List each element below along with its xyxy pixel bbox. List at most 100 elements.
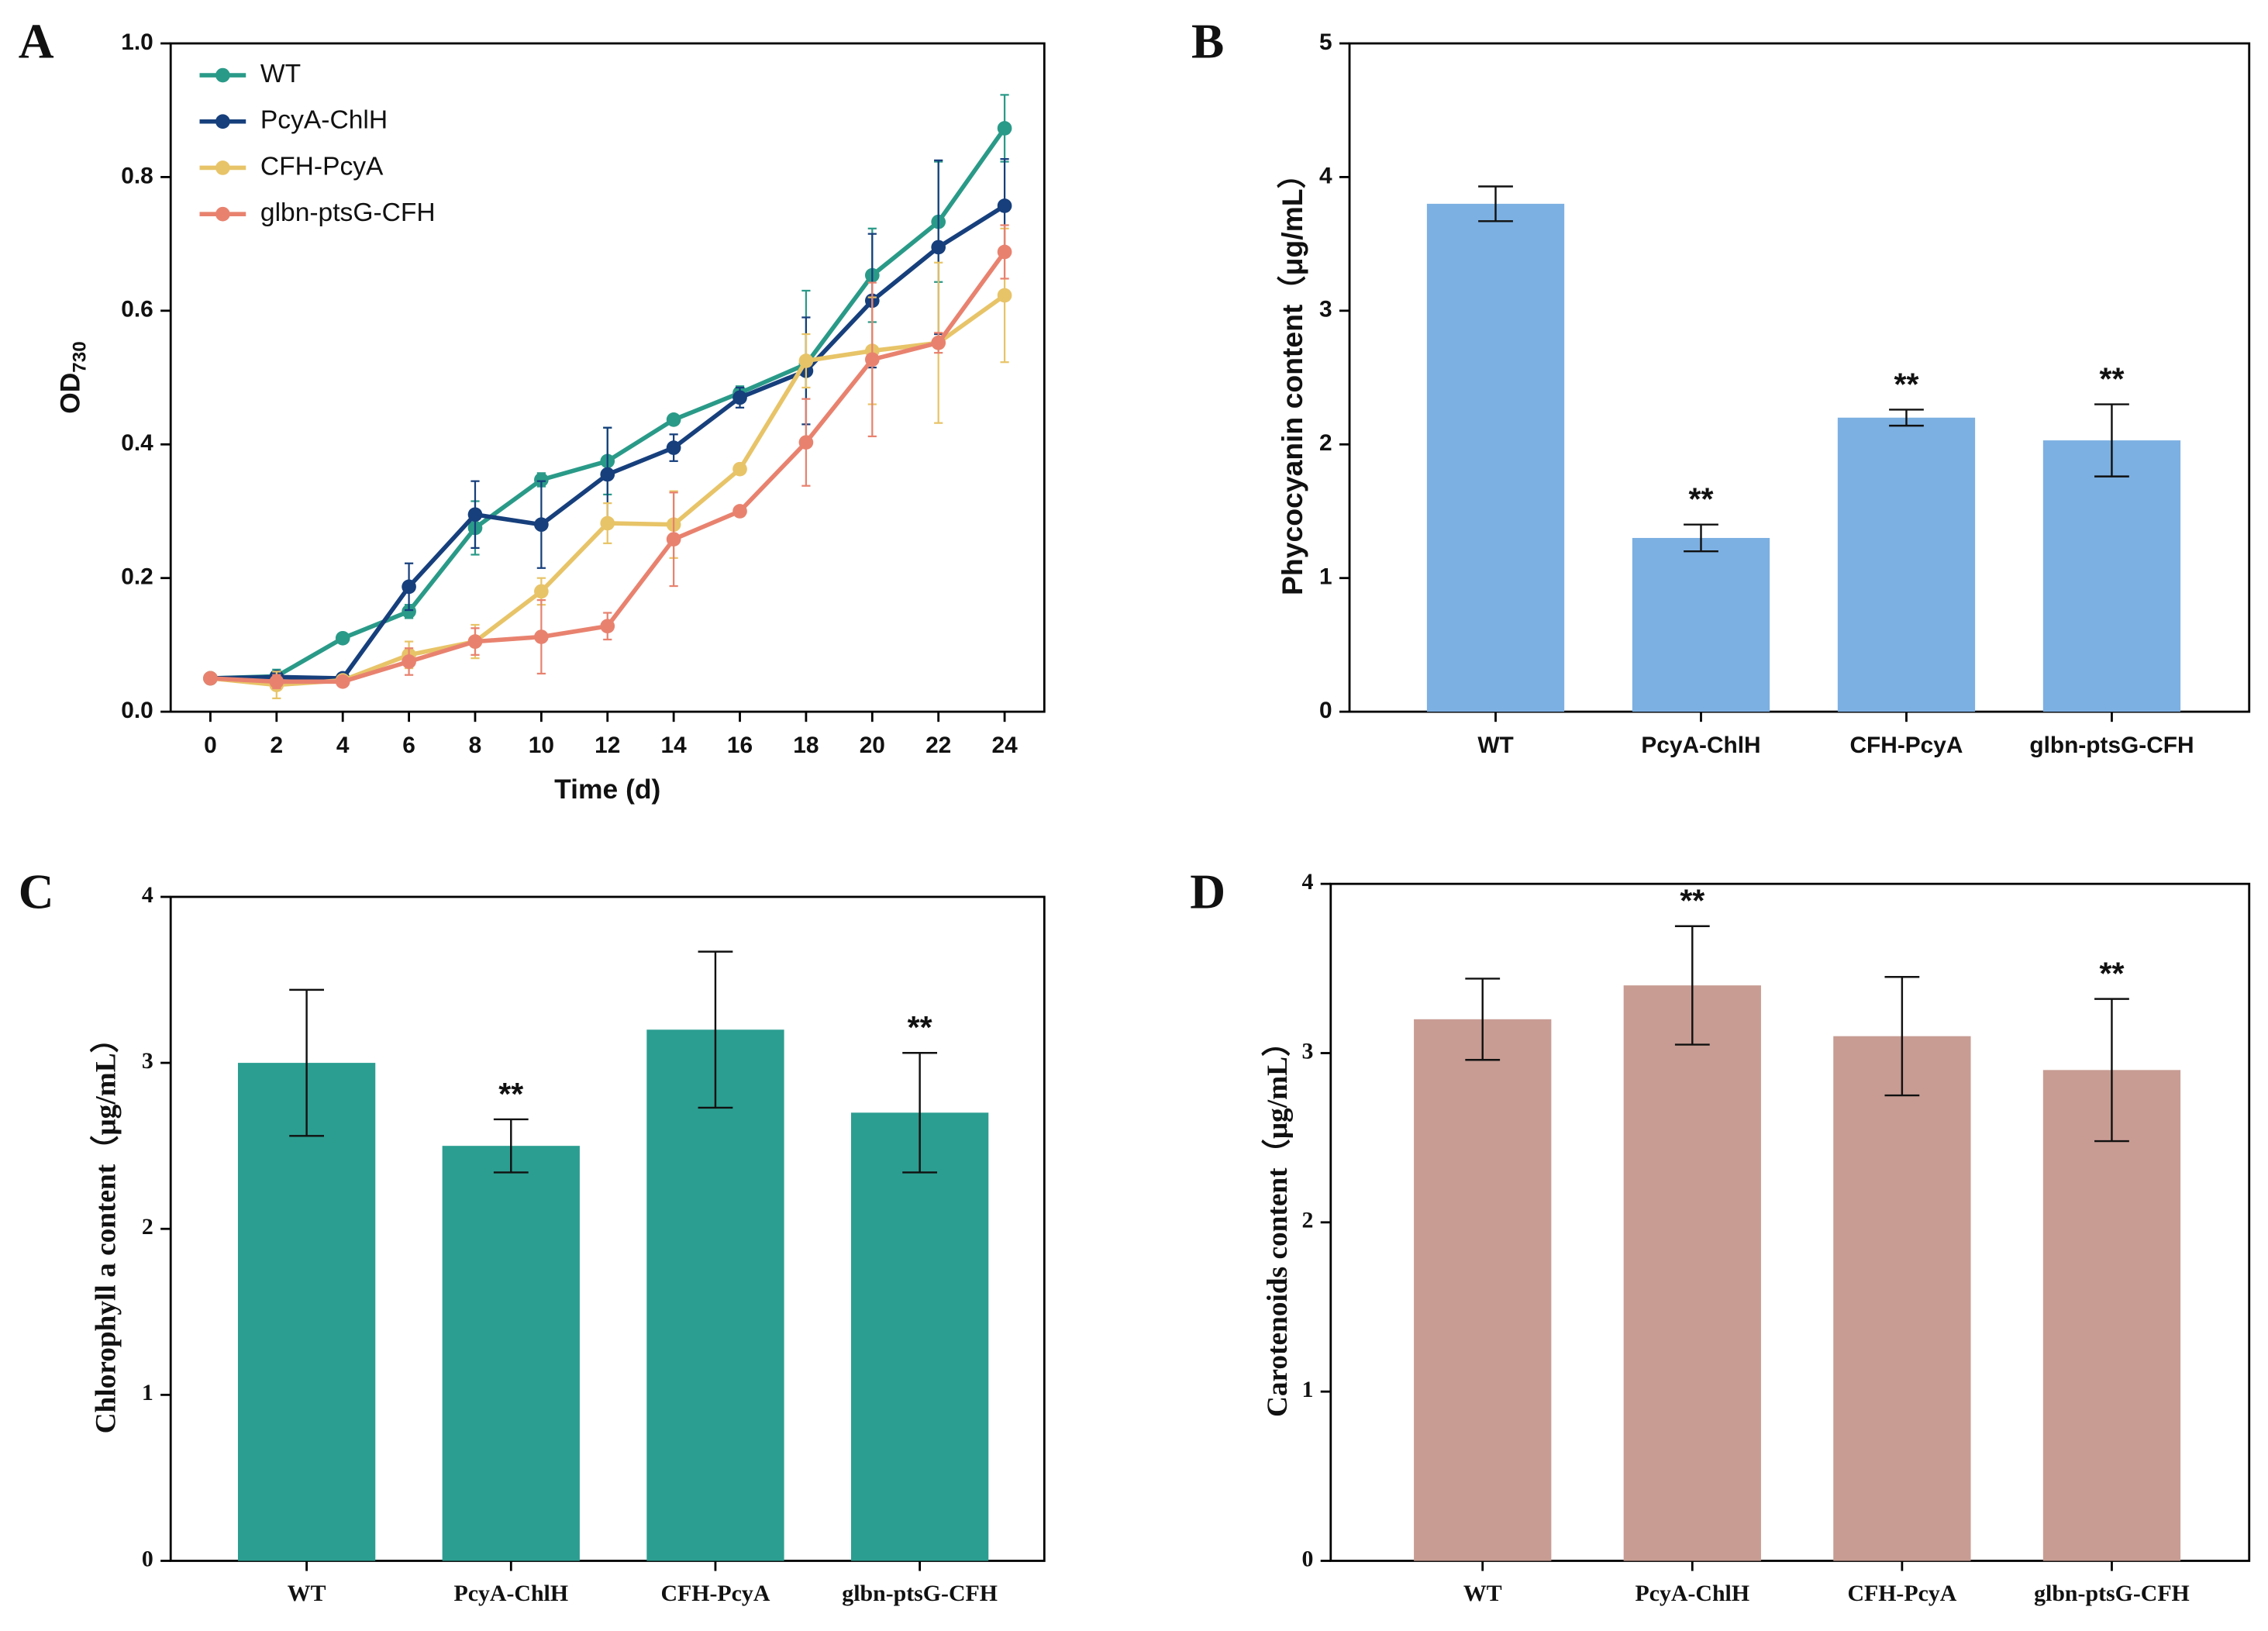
- bar: [1623, 985, 1761, 1561]
- bar: [1414, 1019, 1552, 1561]
- y-tick-label: 1.0: [121, 29, 153, 55]
- y-tick-label: 0.8: [121, 163, 153, 188]
- significance-mark: **: [2099, 956, 2124, 991]
- point: [269, 674, 284, 689]
- y-tick-label: 0: [1319, 698, 1332, 723]
- point: [534, 584, 549, 599]
- y-tick-label: 2: [142, 1214, 153, 1240]
- y-tick-label: 4: [142, 882, 153, 908]
- y-axis-label: Phycocyanin content（μg/mL）: [1276, 160, 1308, 595]
- significance-mark: **: [498, 1076, 523, 1112]
- point: [732, 504, 747, 519]
- y-tick-label: 1: [1301, 1377, 1313, 1402]
- panel-label: D: [1190, 864, 1225, 919]
- point: [666, 440, 681, 455]
- x-tick-label: 24: [991, 733, 1018, 758]
- y-tick-label: 0.4: [121, 430, 153, 456]
- point: [931, 335, 946, 350]
- y-tick-label: 3: [142, 1048, 153, 1074]
- x-tick-label: 10: [529, 733, 554, 758]
- x-tick-label: 22: [925, 733, 951, 758]
- y-tick-label: 0.6: [121, 297, 153, 322]
- bar: [1426, 203, 1565, 712]
- x-tick-label: WT: [1477, 733, 1513, 758]
- x-tick-label: PcyA-ChlH: [1636, 1581, 1750, 1606]
- bar: [1833, 1036, 1971, 1561]
- point: [798, 435, 814, 450]
- y-axis-label: Chlorophyll a content（μg/mL）: [90, 1024, 122, 1433]
- x-tick-label: 0: [204, 733, 217, 758]
- x-tick-label: 6: [402, 733, 415, 758]
- y-axis-label: OD730: [55, 341, 91, 414]
- point: [534, 472, 549, 488]
- x-axis-label: Time (d): [554, 774, 660, 805]
- point: [467, 507, 483, 522]
- x-tick-label: 2: [271, 733, 284, 758]
- y-tick-label: 0: [1301, 1546, 1313, 1571]
- panel-label: C: [19, 864, 54, 919]
- x-tick-label: 8: [469, 733, 482, 758]
- y-tick-label: 4: [1319, 163, 1332, 188]
- panel-label: A: [19, 13, 54, 68]
- significance-mark: **: [1689, 481, 1714, 517]
- x-tick-label: PcyA-ChlH: [454, 1581, 569, 1606]
- significance-mark: **: [2099, 361, 2124, 397]
- x-tick-label: 14: [661, 733, 688, 758]
- point: [402, 604, 416, 619]
- axes-frame: [169, 42, 1046, 713]
- x-tick-label: glbn-ptsG-CFH: [842, 1581, 998, 1606]
- bar: [646, 1029, 784, 1561]
- point: [864, 352, 880, 367]
- bar: [1632, 537, 1770, 712]
- legend-dot: [215, 67, 230, 83]
- point: [335, 630, 350, 646]
- y-tick-label: 2: [1319, 430, 1332, 456]
- y-axis-label-sub: 730: [70, 341, 91, 372]
- significance-mark: **: [908, 1009, 932, 1045]
- point: [600, 619, 615, 634]
- legend-label: PcyA-ChlH: [260, 106, 388, 135]
- x-tick-label: WT: [1463, 1581, 1502, 1606]
- x-tick-label: CFH-PcyA: [661, 1581, 770, 1606]
- x-tick-label: glbn-ptsG-CFH: [2029, 733, 2194, 758]
- point: [467, 634, 483, 649]
- panel-label: B: [1191, 13, 1224, 68]
- x-tick-label: 4: [336, 733, 350, 758]
- point: [732, 461, 747, 477]
- point: [997, 288, 1012, 303]
- y-tick-label: 5: [1319, 29, 1332, 55]
- legend-dot: [215, 160, 230, 175]
- point: [335, 674, 350, 689]
- point: [997, 198, 1012, 213]
- point: [402, 654, 416, 669]
- legend-dot: [215, 206, 230, 222]
- point: [798, 353, 814, 368]
- x-tick-label: PcyA-ChlH: [1641, 733, 1760, 758]
- legend-label: WT: [260, 60, 301, 88]
- y-tick-label: 4: [1301, 869, 1313, 895]
- y-axis-label: Carotenoids content（μg/mL）: [1261, 1028, 1294, 1417]
- bar: [850, 1112, 989, 1561]
- x-tick-label: 12: [595, 733, 620, 758]
- point: [997, 121, 1012, 136]
- y-tick-label: 1: [1319, 564, 1332, 590]
- x-tick-label: WT: [288, 1581, 326, 1606]
- legend-label: CFH-PcyA: [260, 152, 384, 181]
- bar: [442, 1146, 580, 1561]
- x-tick-label: 20: [860, 733, 885, 758]
- point: [666, 532, 681, 547]
- point: [732, 390, 747, 405]
- legend-dot: [215, 114, 230, 129]
- point: [402, 579, 416, 595]
- significance-mark: **: [1894, 366, 1919, 402]
- point: [666, 412, 681, 427]
- point: [931, 240, 946, 255]
- point: [600, 467, 615, 482]
- x-tick-label: 16: [727, 733, 753, 758]
- bar: [2042, 1070, 2181, 1561]
- y-tick-label: 1: [142, 1380, 153, 1405]
- point: [534, 629, 549, 644]
- point: [203, 671, 218, 686]
